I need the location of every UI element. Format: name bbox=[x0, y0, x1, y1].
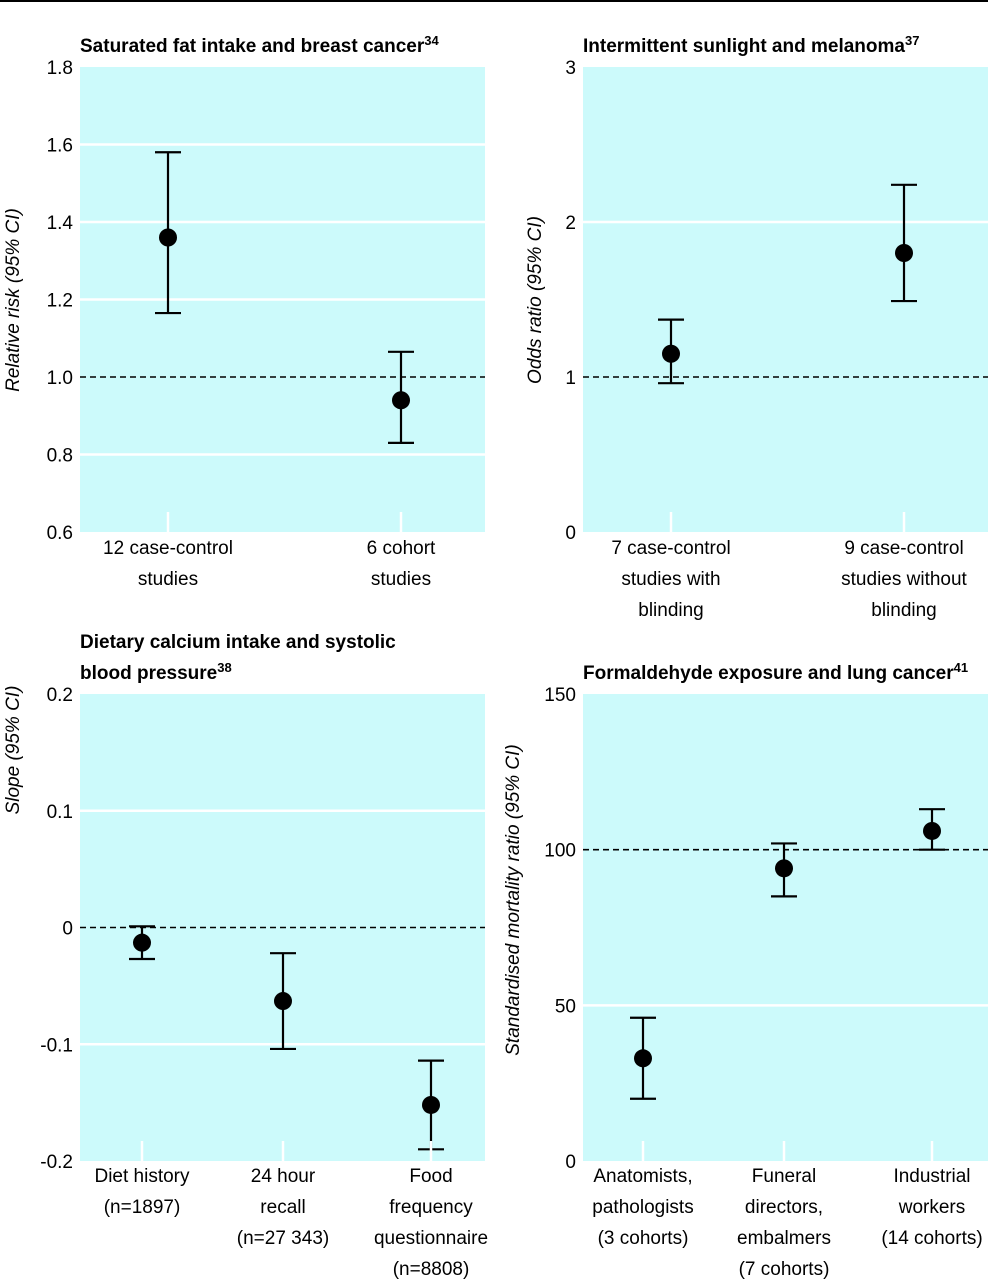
y-tick-label: 0.1 bbox=[47, 802, 73, 823]
y-tick-label: 1.6 bbox=[47, 136, 73, 157]
category-label: (n=1897) bbox=[104, 1197, 181, 1218]
data-marks bbox=[129, 925, 444, 1151]
y-axis-title: Relative risk (95% CI) bbox=[3, 208, 24, 392]
category-label: studies without bbox=[841, 569, 967, 590]
y-tick-label: 1.8 bbox=[47, 58, 73, 79]
y-tick-label: 0 bbox=[565, 1152, 576, 1173]
category-label: directors, bbox=[745, 1197, 823, 1218]
y-axis-title: Slope (95% CI) bbox=[3, 686, 24, 815]
category-label: studies bbox=[138, 569, 198, 590]
y-tick-label: 1 bbox=[565, 368, 576, 389]
y-tick-label: -0.1 bbox=[40, 1035, 73, 1056]
data-marks bbox=[155, 151, 414, 444]
category-label: Food bbox=[409, 1166, 452, 1187]
panel-sunlight-melanoma: Intermittent sunlight and melanoma37 0 1 2… bbox=[525, 33, 988, 621]
plot-area bbox=[583, 694, 988, 1161]
panel-formaldehyde-lung: Formaldehyde exposure and lung cancer41 … bbox=[503, 660, 988, 1280]
panel-title: Intermittent sunlight and melanoma37 bbox=[583, 33, 919, 57]
point-estimate bbox=[133, 933, 151, 952]
y-tick-label: 1.2 bbox=[47, 291, 73, 312]
y-tick-label: 0 bbox=[565, 523, 576, 544]
y-tick-label: 3 bbox=[565, 58, 576, 79]
panel-title: Saturated fat intake and breast cancer34 bbox=[80, 33, 439, 57]
point-estimate bbox=[634, 1049, 652, 1068]
point-estimate bbox=[775, 859, 793, 878]
category-label: (7 cohorts) bbox=[739, 1259, 830, 1280]
y-tick-label: 1.4 bbox=[47, 213, 74, 234]
panel-title: Dietary calcium intake and systolic bbox=[80, 632, 396, 653]
category-label: frequency bbox=[389, 1197, 473, 1218]
x-axis: 12 case-control studies 6 cohort studies bbox=[103, 512, 436, 590]
point-estimate bbox=[923, 821, 941, 840]
y-tick-label: 0.6 bbox=[47, 523, 73, 544]
point-estimate bbox=[159, 228, 177, 247]
category-label: Diet history bbox=[94, 1166, 190, 1187]
y-axis-title: Odds ratio (95% CI) bbox=[525, 216, 546, 384]
category-label: blinding bbox=[871, 600, 937, 621]
y-axis: -0.2 -0.1 0 0.1 0.2 bbox=[40, 685, 73, 1173]
category-label: 7 case-control bbox=[611, 538, 730, 559]
data-marks bbox=[630, 808, 945, 1100]
category-label: studies bbox=[371, 569, 431, 590]
top-rule bbox=[0, 0, 988, 2]
category-label: (3 cohorts) bbox=[598, 1228, 689, 1249]
category-label: studies with bbox=[621, 569, 720, 590]
y-tick-label: 150 bbox=[544, 685, 576, 706]
y-tick-label: 50 bbox=[555, 996, 576, 1017]
y-tick-label: 1.0 bbox=[47, 368, 73, 389]
panel-title: Formaldehyde exposure and lung cancer41 bbox=[583, 660, 968, 684]
category-label: (14 cohorts) bbox=[881, 1228, 982, 1249]
panel-title-line-2: blood pressure38 bbox=[80, 660, 232, 684]
x-axis: Anatomists, pathologists (3 cohorts) Funera… bbox=[592, 1141, 983, 1280]
category-label: (n=27 343) bbox=[237, 1228, 329, 1249]
point-estimate bbox=[422, 1095, 440, 1114]
category-label: recall bbox=[260, 1197, 305, 1218]
category-label: pathologists bbox=[592, 1197, 693, 1218]
x-axis: 7 case-control studies with blinding 9 case… bbox=[611, 512, 968, 621]
gridlines bbox=[80, 143, 485, 456]
y-axis: 0.6 0.8 1.0 1.2 1.4 1.6 1.8 bbox=[47, 58, 74, 544]
category-label: 24 hour bbox=[251, 1166, 316, 1187]
category-label: workers bbox=[898, 1197, 966, 1218]
y-tick-label: 0.2 bbox=[47, 685, 73, 706]
y-axis: 0 50 100 150 bbox=[544, 685, 576, 1173]
category-label: 9 case-control bbox=[844, 538, 963, 559]
category-label: 12 case-control bbox=[103, 538, 233, 559]
category-label: (n=8808) bbox=[393, 1259, 470, 1280]
point-estimate bbox=[895, 244, 913, 262]
y-tick-label: 0 bbox=[62, 919, 73, 940]
y-tick-label: 0.8 bbox=[47, 446, 73, 467]
category-label: Funeral bbox=[752, 1166, 816, 1187]
y-tick-label: 2 bbox=[565, 213, 576, 234]
category-label: blinding bbox=[638, 600, 704, 621]
point-estimate bbox=[662, 344, 680, 363]
category-label: embalmers bbox=[737, 1228, 831, 1249]
category-label: Industrial bbox=[893, 1166, 970, 1187]
category-label: Anatomists, bbox=[593, 1166, 692, 1187]
category-label: 6 cohort bbox=[367, 538, 436, 559]
y-axis: 0 1 2 3 bbox=[565, 58, 576, 544]
data-marks bbox=[658, 183, 917, 385]
point-estimate bbox=[274, 992, 292, 1011]
category-label: questionnaire bbox=[374, 1228, 488, 1249]
panel-calcium-bp: Dietary calcium intake and systolic bloo… bbox=[3, 632, 488, 1280]
y-axis-title: Standardised mortality ratio (95% CI) bbox=[503, 744, 524, 1056]
x-axis: Diet history (n=1897) 24 hour recall (n=27 3… bbox=[94, 1141, 488, 1280]
panel-saturated-fat: Saturated fat intake and breast cancer34… bbox=[3, 33, 485, 590]
point-estimate bbox=[392, 391, 410, 410]
y-tick-label: 100 bbox=[544, 841, 576, 862]
y-tick-label: -0.2 bbox=[40, 1152, 73, 1173]
plot-area bbox=[583, 67, 988, 532]
